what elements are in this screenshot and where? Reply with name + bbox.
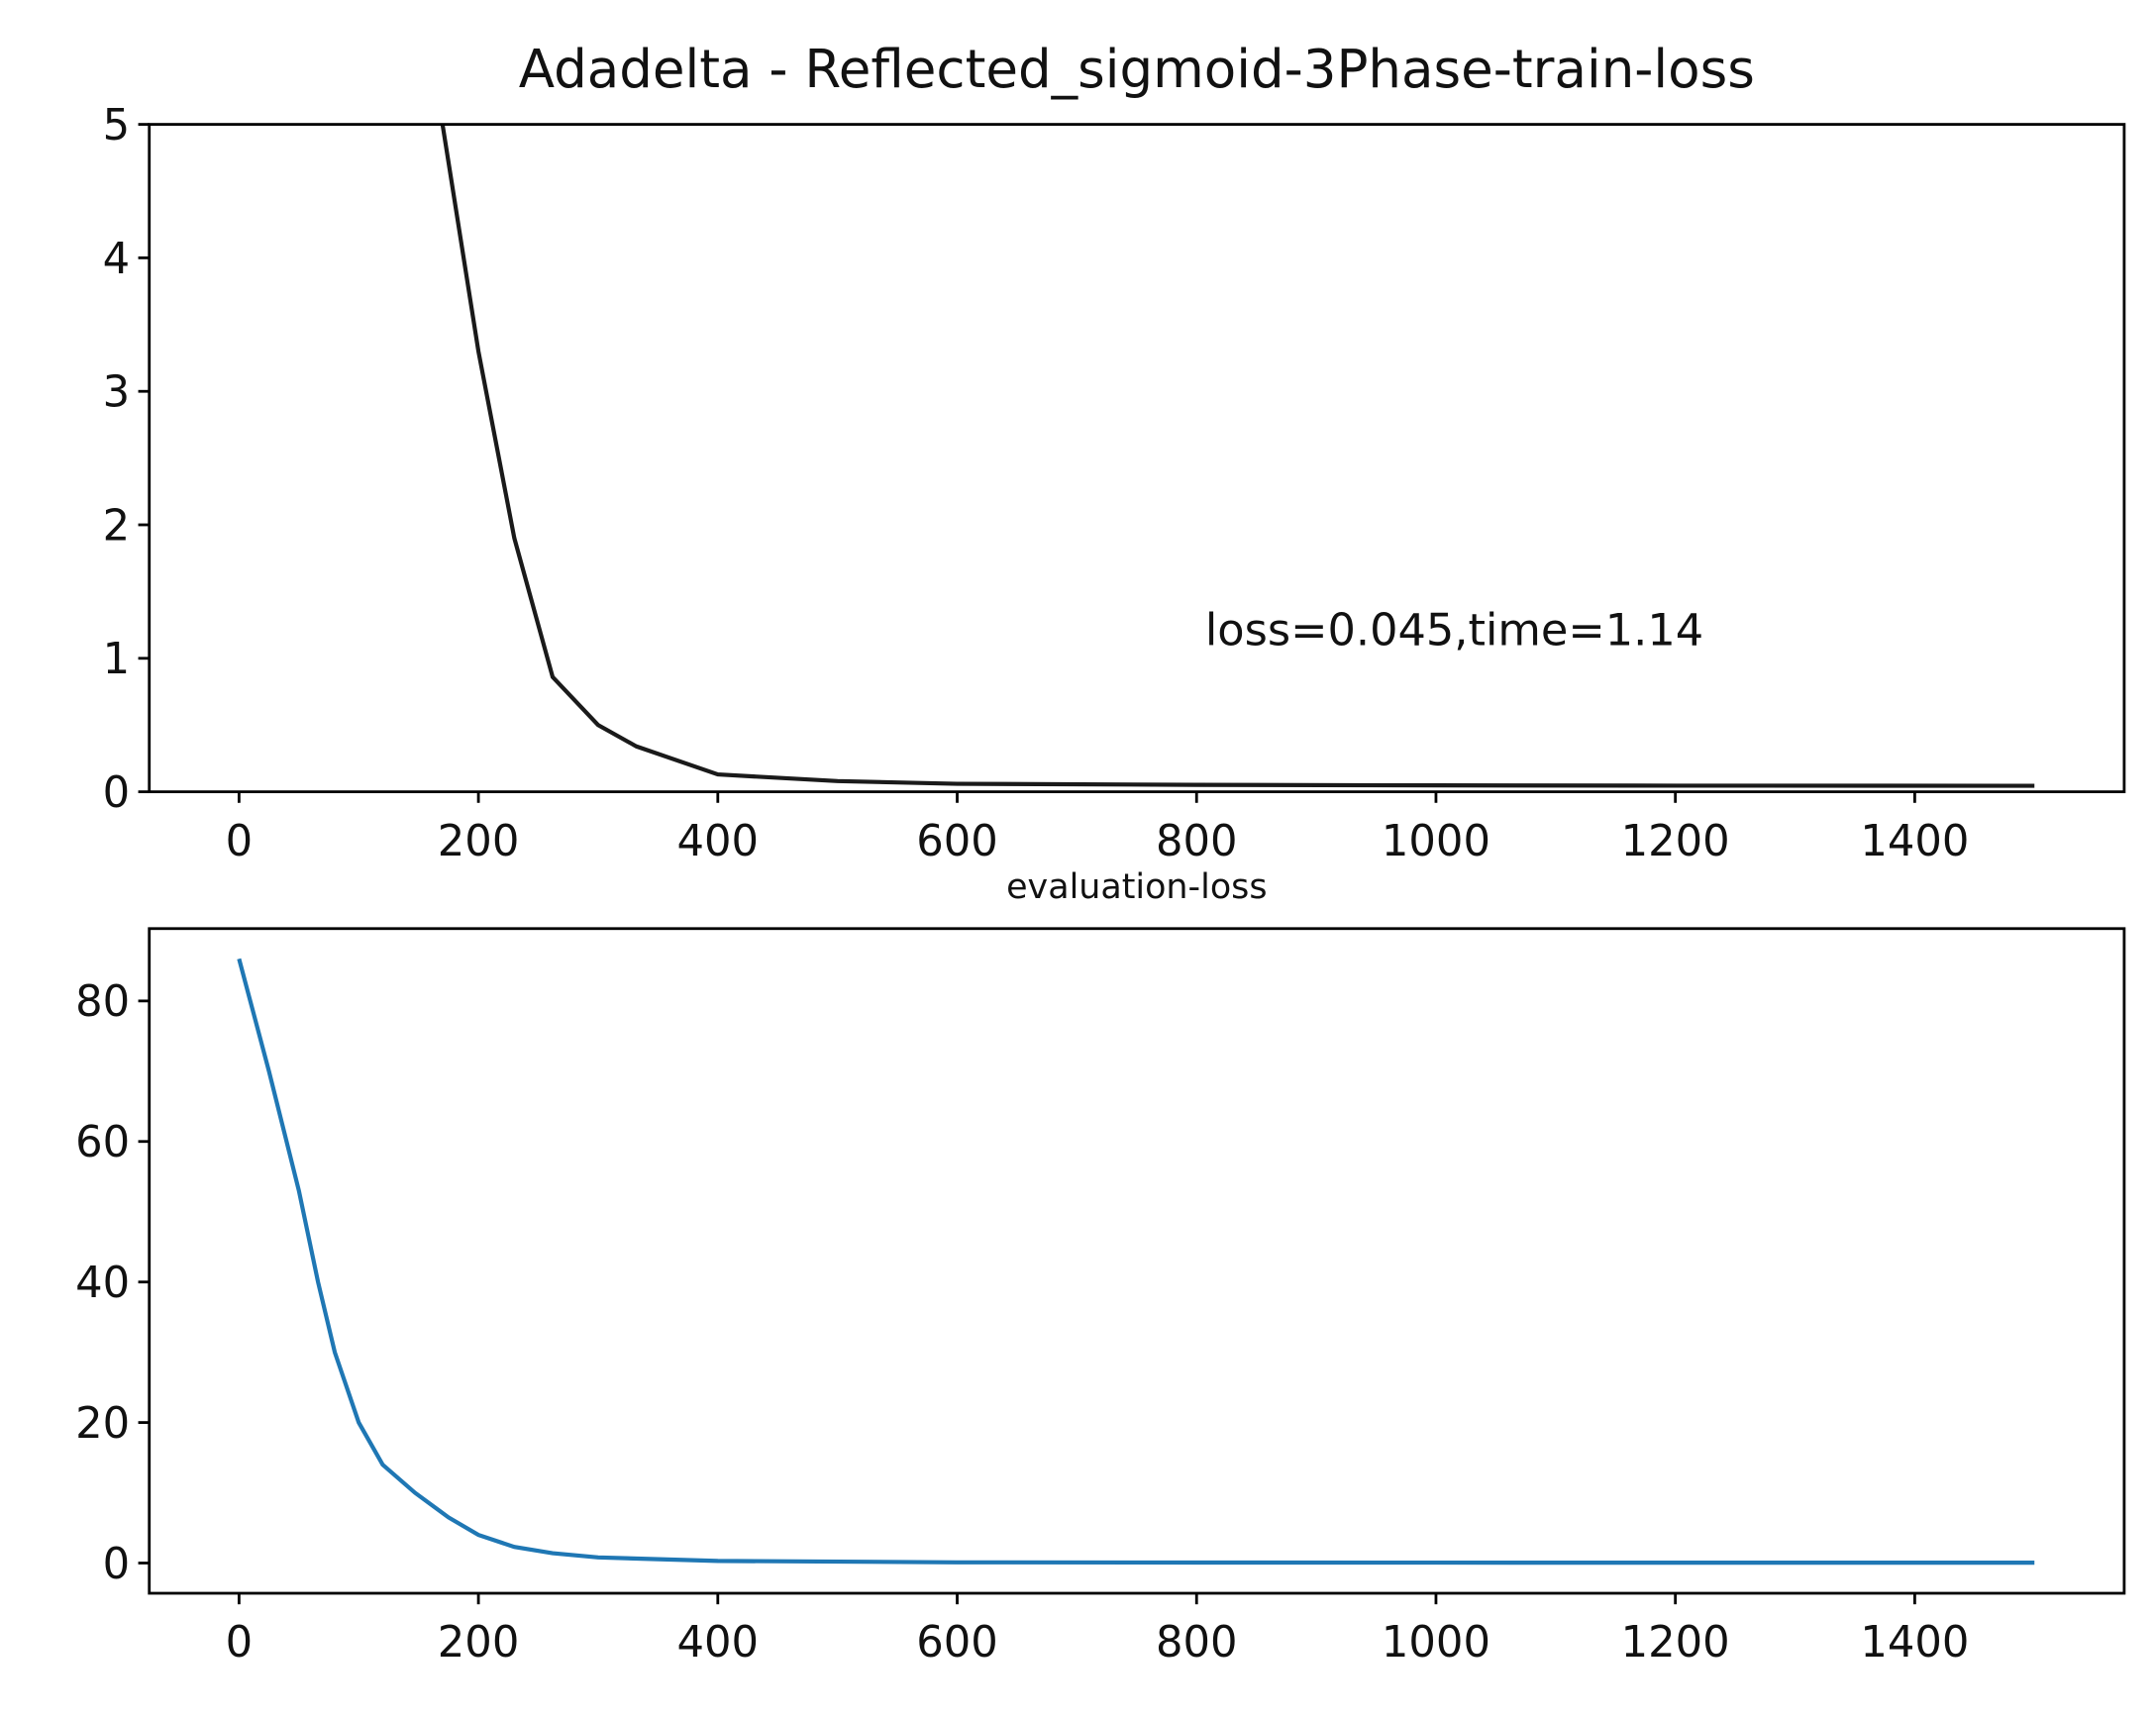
line [440,124,2035,788]
x-tick-label: 800 [1156,817,1238,866]
y-tick-label: 0 [103,1540,131,1589]
y-tick-label: 4 [103,235,131,284]
y-tick-label: 80 [75,977,130,1027]
x-tick-label: 600 [916,1618,998,1668]
y-tick-label: 20 [75,1399,130,1449]
x-tick-label: 1400 [1860,1618,1969,1668]
x-tick-label: 400 [677,817,760,866]
x-tick-label: 1200 [1621,1618,1730,1668]
axes-frame [148,123,2126,794]
x-tick-label: 1400 [1860,817,1969,866]
x-tick-label: 1000 [1382,817,1490,866]
annotation: loss=0.045,time=1.14 [1205,605,1703,657]
chart-title: Adadelta - Reflected_sigmoid-3Phase-trai… [519,39,1755,100]
x-tick-label: 1200 [1621,817,1730,866]
x-tick-label: 0 [226,817,254,866]
x-tick-label: 0 [226,1618,254,1668]
y-tick-label: 1 [103,635,131,684]
y-tick-label: 60 [75,1118,130,1167]
chart-title: evaluation-loss [1006,867,1267,907]
y-tick-label: 40 [75,1259,130,1308]
y-tick-label: 2 [103,501,131,551]
x-tick-label: 800 [1156,1618,1238,1668]
line [237,958,2035,1566]
plot-area [440,124,2035,788]
x-tick-label: 1000 [1382,1618,1490,1668]
x-tick-label: 200 [438,817,520,866]
y-tick-label: 3 [103,368,131,418]
x-tick-label: 600 [916,817,998,866]
x-tick-label: 200 [438,1618,520,1668]
y-tick-label: 5 [103,101,131,151]
plot-area [237,958,2035,1566]
x-tick-label: 400 [677,1618,760,1668]
y-tick-label: 0 [103,768,131,818]
axes-frame [148,927,2126,1595]
